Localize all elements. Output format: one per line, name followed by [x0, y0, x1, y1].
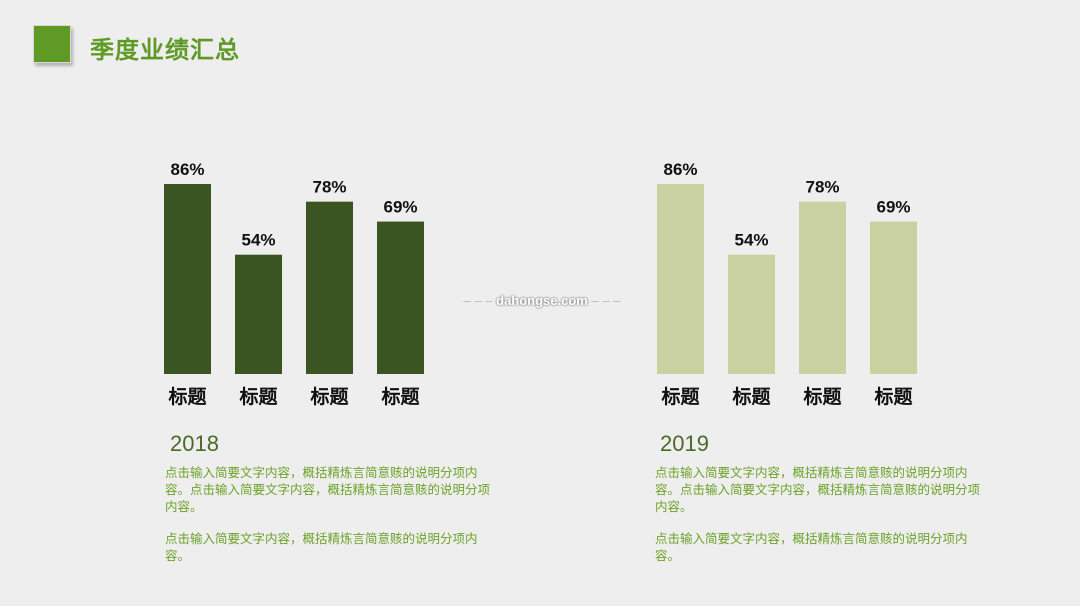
category-label: 标题 — [874, 386, 912, 408]
category-label: 标题 — [168, 386, 206, 408]
bar-value-label: 69% — [383, 198, 417, 217]
bar-value-label: 54% — [241, 231, 275, 250]
category-label: 标题 — [732, 386, 770, 408]
category-label: 标题 — [310, 386, 348, 408]
right-year: 2019 — [660, 431, 709, 456]
bar-value-label: 86% — [663, 160, 697, 179]
bar-value-label: 69% — [876, 198, 910, 217]
left-paragraph-1: 点击输入简要文字内容，概括精炼言简意赅的说明分项内容。点击输入简要文字内容，概括… — [165, 465, 491, 514]
bar-value-label: 54% — [734, 231, 768, 250]
bar — [799, 201, 846, 374]
title-accent-box — [33, 25, 71, 63]
bar — [870, 221, 917, 374]
category-label: 标题 — [661, 386, 699, 408]
bar-value-label: 78% — [805, 178, 839, 197]
left-description: 点击输入简要文字内容，概括精炼言简意赅的说明分项内容。点击输入简要文字内容，概括… — [165, 464, 500, 579]
bar — [235, 254, 282, 374]
bar — [657, 184, 704, 374]
category-label: 标题 — [803, 386, 841, 408]
category-label: 标题 — [381, 386, 419, 408]
bar — [728, 254, 775, 374]
bar — [306, 201, 353, 374]
right-paragraph-2: 点击输入简要文字内容，概括精炼言简意赅的说明分项内容。 — [655, 531, 968, 563]
bar — [164, 184, 211, 374]
left-year: 2018 — [170, 431, 219, 456]
right-paragraph-1: 点击输入简要文字内容，概括精炼言简意赅的说明分项内容。点击输入简要文字内容，概括… — [655, 465, 981, 514]
watermark-text: dahongse.com — [496, 293, 588, 308]
bar — [377, 221, 424, 374]
bar-value-label: 86% — [170, 160, 204, 179]
right-description: 点击输入简要文字内容，概括精炼言简意赅的说明分项内容。点击输入简要文字内容，概括… — [655, 464, 990, 579]
page-title: 季度业绩汇总 — [90, 36, 240, 64]
category-label: 标题 — [239, 386, 277, 408]
watermark: – – – dahongse.com – – – — [463, 293, 621, 308]
bar-value-label: 78% — [312, 178, 346, 197]
left-paragraph-2: 点击输入简要文字内容，概括精炼言简意赅的说明分项内容。 — [165, 531, 478, 563]
